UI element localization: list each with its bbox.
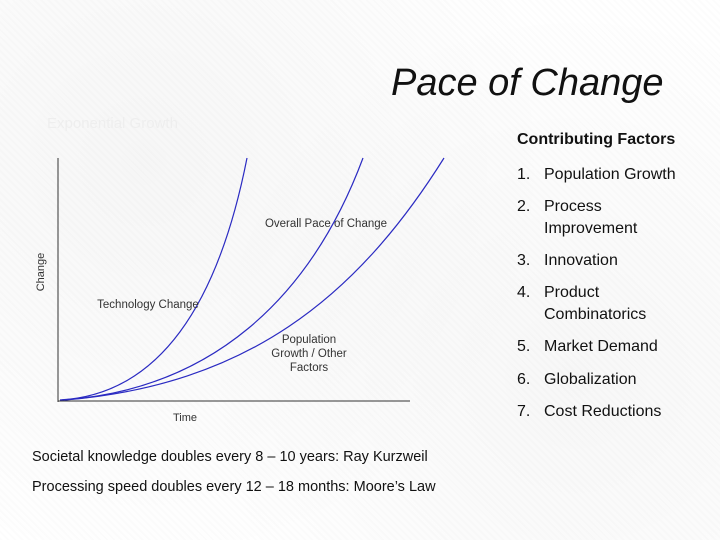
factor-number: 2. xyxy=(517,198,531,215)
population-label-line3: Factors xyxy=(290,362,329,374)
factor-number: 3. xyxy=(517,252,531,269)
factor-item: 1. Population Growth xyxy=(517,164,717,186)
factor-number: 4. xyxy=(517,284,531,301)
factor-label: Innovation xyxy=(544,252,618,269)
factor-number: 6. xyxy=(517,371,531,388)
footnote-kurzweil: Societal knowledge doubles every 8 – 10 … xyxy=(32,449,428,465)
factor-item: 5. Market Demand xyxy=(517,336,717,358)
factor-number: 5. xyxy=(517,338,531,355)
factor-label: Market Demand xyxy=(544,338,658,355)
slide-title: Pace of Change xyxy=(391,62,664,104)
factor-item: 2. Process Improvement xyxy=(517,196,687,240)
y-axis-label: Change xyxy=(35,253,47,292)
factor-item: 7. Cost Reductions xyxy=(517,401,717,423)
factor-item: 3. Innovation xyxy=(517,250,717,272)
technology-change-curve xyxy=(61,157,364,401)
factor-item: 6. Globalization xyxy=(517,369,717,391)
technology-change-label: Technology Change xyxy=(97,299,199,311)
factor-label: Process Improvement xyxy=(544,198,638,237)
factor-label: Cost Reductions xyxy=(544,403,662,420)
population-growth-curve xyxy=(64,157,445,401)
overall-pace-curve xyxy=(59,157,248,401)
footnote-moores-law: Processing speed doubles every 12 – 18 m… xyxy=(32,479,436,495)
factor-label: Population Growth xyxy=(544,166,676,183)
factor-number: 1. xyxy=(517,166,531,183)
x-axis-label: Time xyxy=(173,412,197,424)
factor-item: 4. Product Combinatorics xyxy=(517,282,687,326)
exponential-growth-label: Exponential Growth xyxy=(47,115,178,132)
population-label-line1: Population xyxy=(282,334,336,346)
factor-label: Globalization xyxy=(544,371,637,388)
factor-label: Product Combinatorics xyxy=(544,284,647,323)
population-label-line2: Growth / Other xyxy=(271,348,347,360)
pace-of-change-diagram: Change Time Overall Pace of Change Techn… xyxy=(35,157,445,424)
factor-number: 7. xyxy=(517,403,531,420)
overall-pace-label: Overall Pace of Change xyxy=(265,218,387,230)
contributing-factors-heading: Contributing Factors xyxy=(517,131,676,148)
